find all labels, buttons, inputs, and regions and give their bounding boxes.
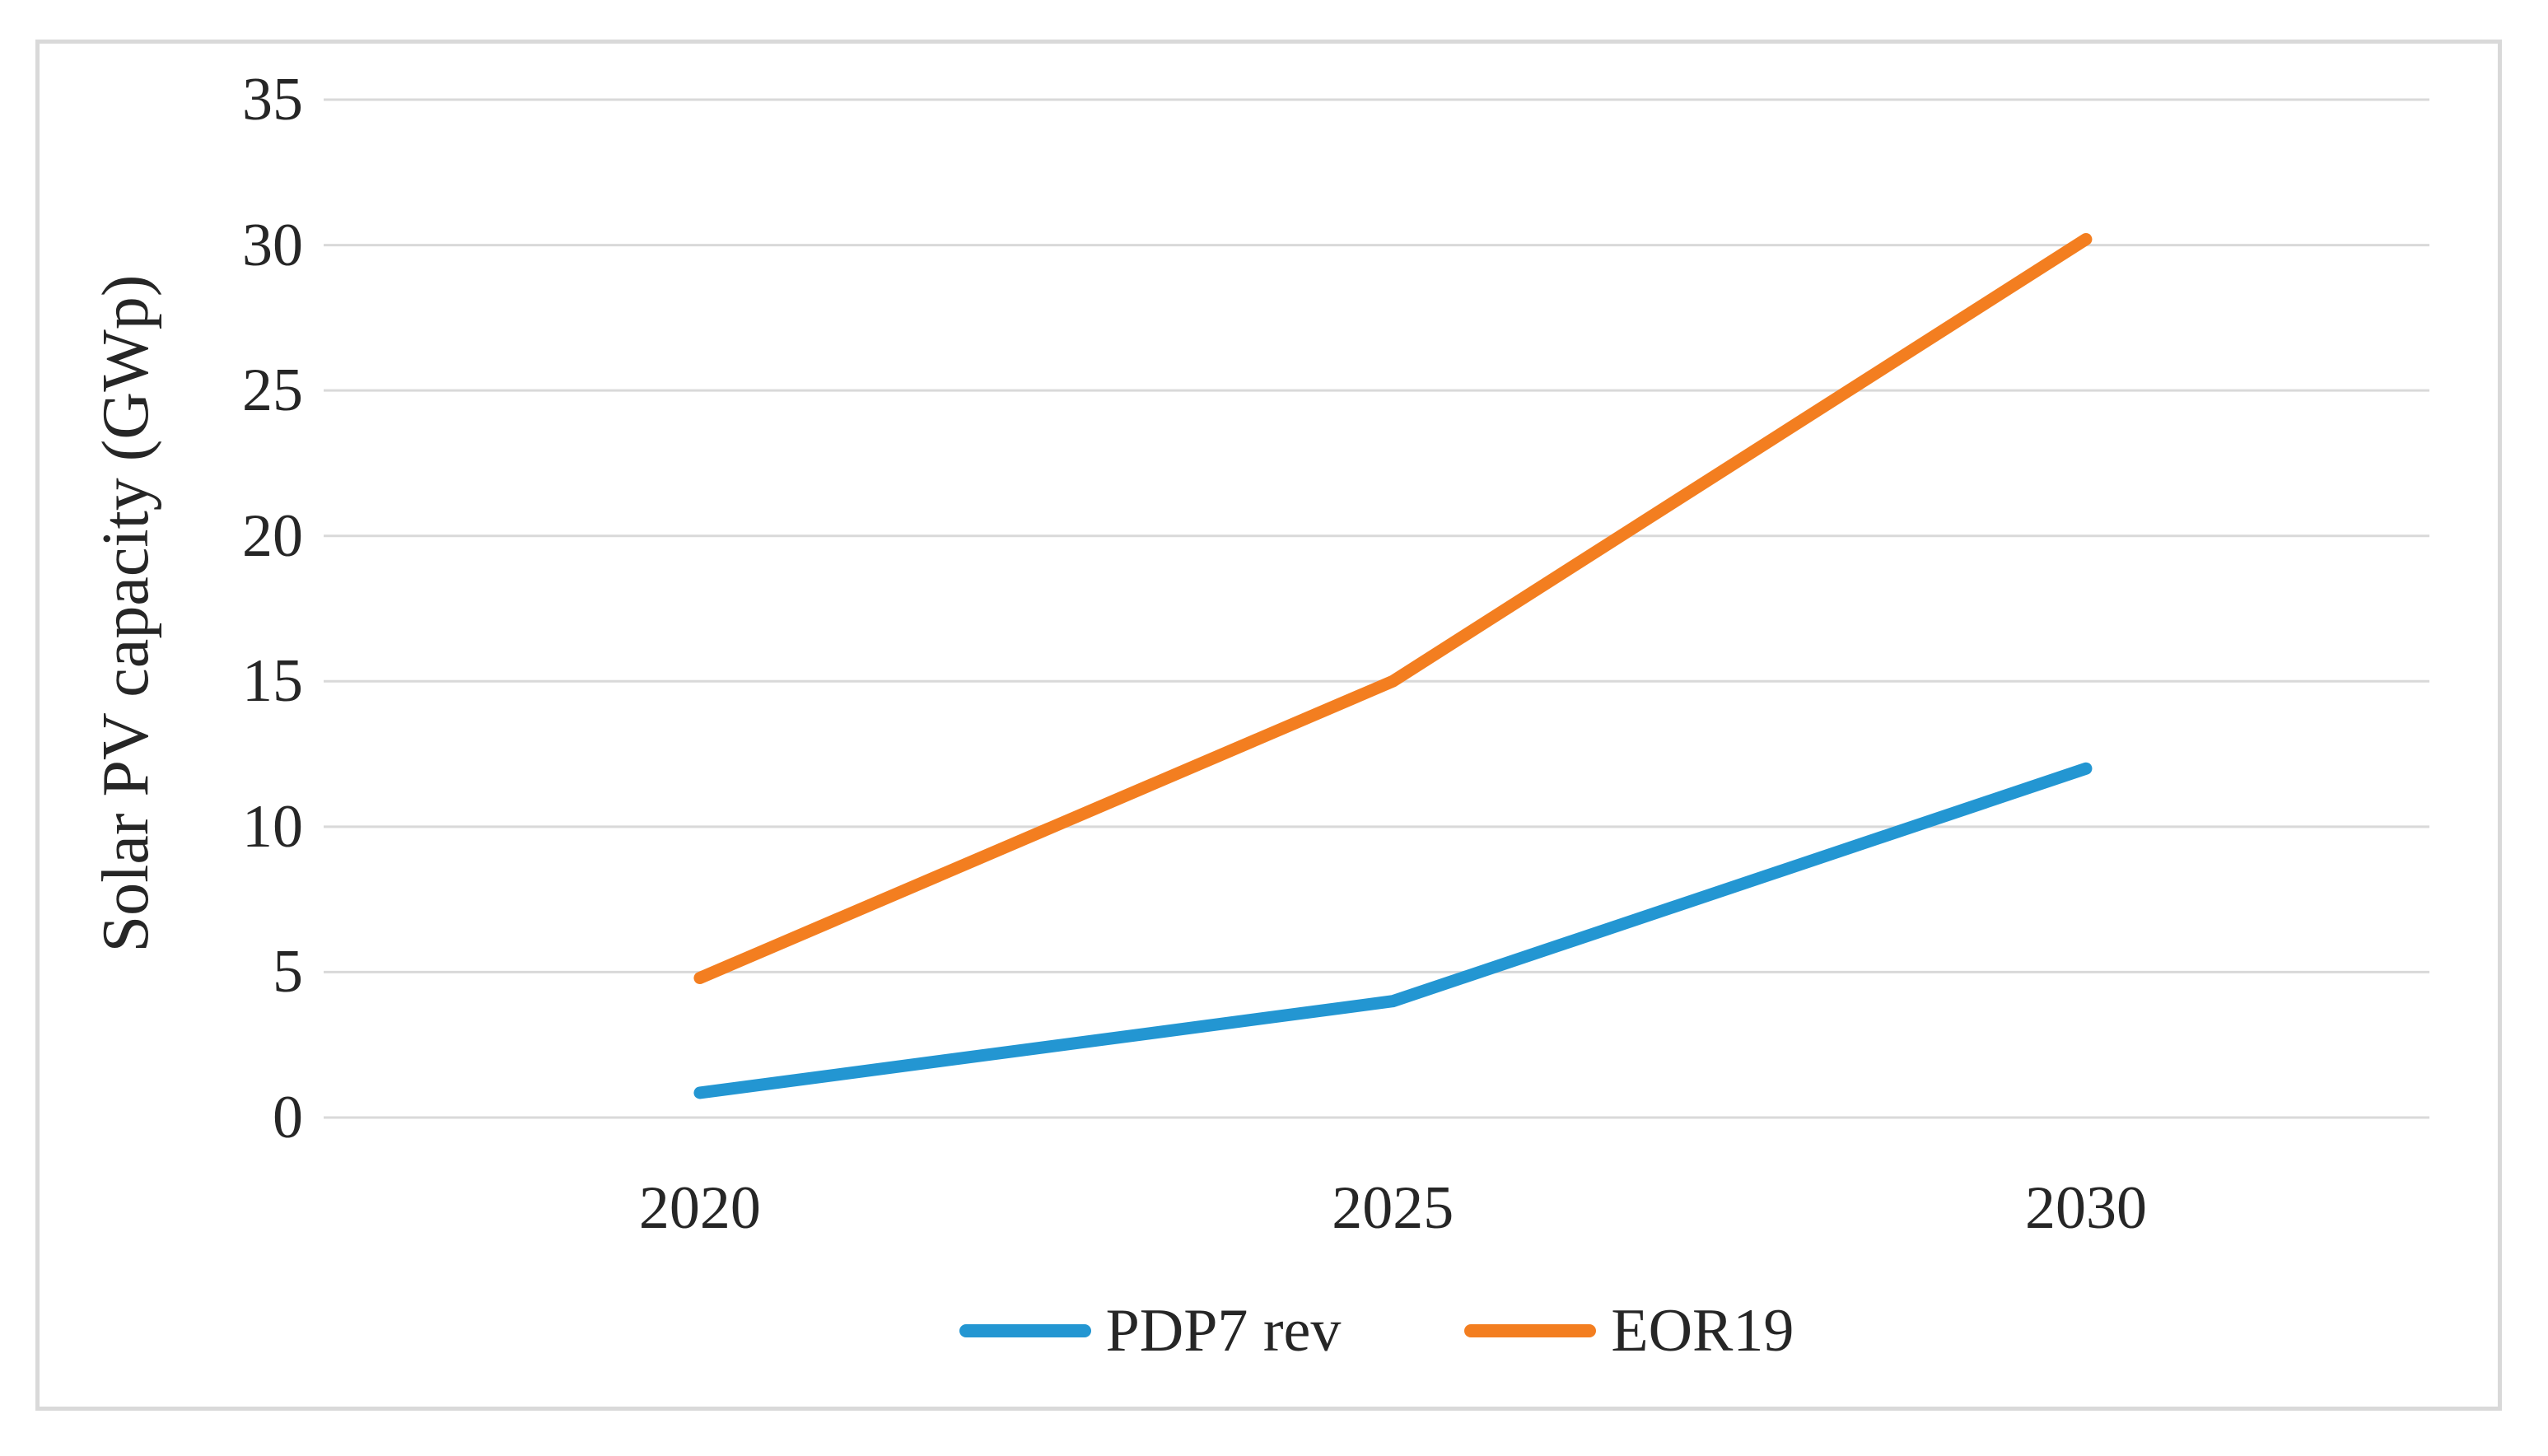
gridlines [324,98,2429,1119]
y-tick-label-10: 10 [242,792,303,861]
legend-label-eor19: EOR19 [1611,1297,1794,1365]
y-tick-label-25: 25 [242,357,303,425]
series-lines [693,233,2093,1099]
y-tick-label-35: 35 [242,66,303,133]
legend-label-pdp7-rev: PDP7 rev [1105,1297,1342,1365]
x-tick-label-2030: 2030 [2024,1174,2147,1242]
legend-item-eor19: EOR19 [1464,1294,1794,1368]
series-line-pdp7-rev [693,762,2093,1099]
x-tick-label-2025: 2025 [1332,1174,1454,1242]
x-tick-label-2020: 2020 [638,1174,761,1242]
y-tick-label-0: 0 [273,1084,303,1151]
series-line-eor19 [693,233,2093,984]
y-tick-label-20: 20 [242,502,303,570]
y-axis-title: Solar PV capacity (GWp) [90,274,162,953]
legend-swatch-eor19 [1464,1324,1597,1337]
y-tick-label-5: 5 [273,938,303,1006]
legend-swatch-pdp7-rev [959,1324,1091,1337]
legend-item-pdp7-rev: PDP7 rev [959,1294,1342,1368]
y-tick-label-15: 15 [242,647,303,716]
legend: PDP7 rev EOR19 [324,1290,2429,1372]
y-tick-label-30: 30 [242,211,303,279]
